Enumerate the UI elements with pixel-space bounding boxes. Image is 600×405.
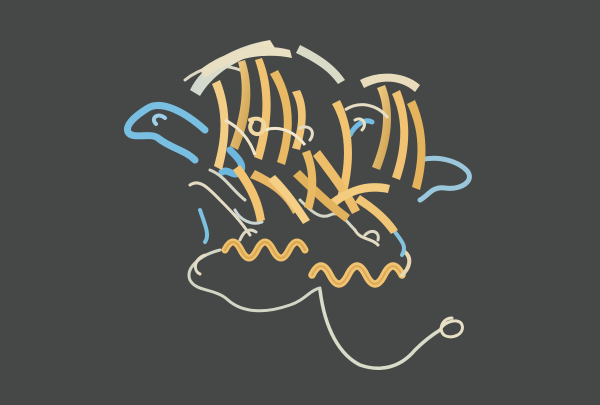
helix-center	[308, 250, 412, 288]
c-terminal-tail	[318, 288, 464, 370]
beta-sheet-right-domain	[293, 73, 426, 234]
beta-sheet-left-domain	[190, 40, 345, 222]
helix-left	[221, 238, 309, 262]
lower-loop	[187, 248, 322, 313]
central-beta-strands	[264, 126, 317, 224]
foreground-coils	[238, 116, 380, 242]
